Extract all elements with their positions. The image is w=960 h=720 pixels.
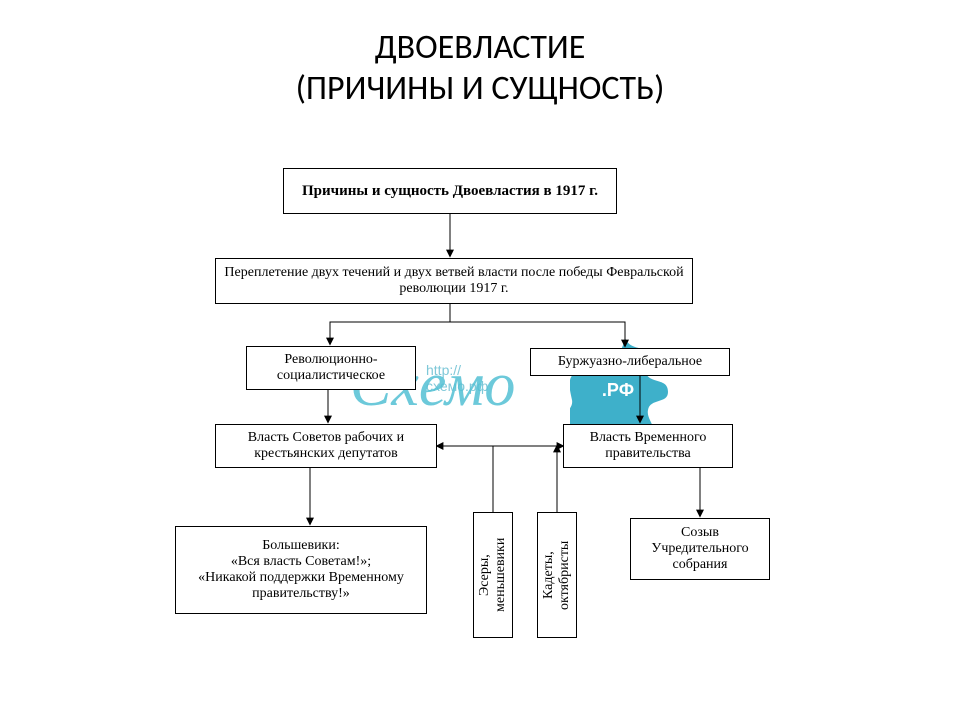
node-kadety: Кадеты, октябристы: [537, 512, 577, 638]
page-title: ДВОЕВЛАСТИЕ (ПРИЧИНЫ И СУЩНОСТЬ): [0, 28, 960, 110]
node-vrem: Власть Временного правительства: [563, 424, 733, 468]
watermark-suffix: .РФ: [602, 380, 634, 400]
node-root: Причины и сущность Двоевластия в 1917 г.: [283, 168, 617, 214]
node-soviet: Власть Советов рабочих и крестьянских де…: [215, 424, 437, 468]
node-bolshevik: Большевики:«Вся власть Советам!»;«Никако…: [175, 526, 427, 614]
title-line2: (ПРИЧИНЫ И СУЩНОСТЬ): [296, 68, 665, 109]
node-bur: Буржуазно-либеральное: [530, 348, 730, 376]
node-sozyv: Созыв Учредительного собрания: [630, 518, 770, 580]
node-rev: Революционно-социалистическое: [246, 346, 416, 390]
title-line1: ДВОЕВЛАСТИЕ: [375, 27, 586, 68]
node-esery: Эсеры, меньшевики: [473, 512, 513, 638]
node-middle: Переплетение двух течений и двух ветвей …: [215, 258, 693, 304]
watermark-url: http://схемо.рф: [426, 362, 488, 394]
